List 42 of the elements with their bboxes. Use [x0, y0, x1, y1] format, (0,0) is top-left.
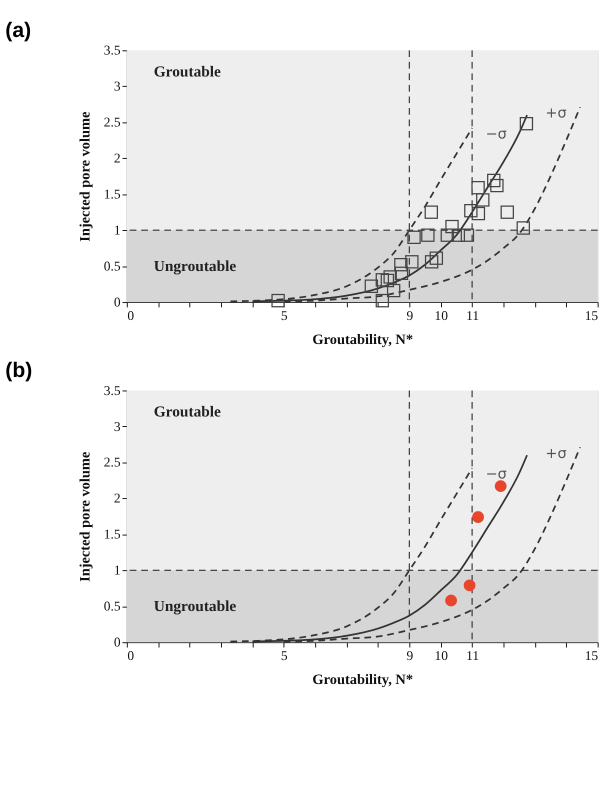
y-tick-label: 1 — [114, 222, 121, 238]
y-axis-title: Injected pore volume — [77, 451, 94, 582]
x-tick-label: 15 — [584, 308, 598, 323]
chart-title: (a) — [5, 18, 32, 42]
band-label: Ungroutable — [154, 258, 236, 275]
y-tick-label: 0.5 — [104, 598, 121, 614]
y-tick-label: 2.5 — [104, 114, 121, 130]
x-axis-title: Groutability, N* — [312, 332, 414, 348]
x-tick-label: 0 — [127, 648, 134, 663]
y-tick-label: 0 — [114, 294, 121, 310]
x-tick-label: 15 — [584, 648, 598, 663]
band-label: Groutable — [154, 403, 222, 420]
x-tick-label: 5 — [280, 308, 288, 323]
x-tick-label: 10 — [434, 308, 448, 323]
y-tick-label: 2 — [114, 150, 121, 166]
series-label: −σ — [486, 126, 507, 143]
x-axis-title: Groutability, N* — [312, 672, 414, 688]
band-label: Ungroutable — [154, 598, 236, 616]
band-label: Groutable — [154, 63, 222, 80]
series-label: +σ — [545, 106, 567, 122]
x-tick-label: 11 — [466, 648, 480, 663]
chart-title: (b) — [5, 359, 32, 382]
series-label: −σ — [486, 466, 507, 483]
y-tick-label: 1 — [114, 562, 121, 578]
y-axis-title: Injected pore volume — [77, 110, 94, 242]
x-tick-label: 9 — [406, 308, 414, 323]
series-label: +σ — [545, 446, 567, 462]
y-tick-label: 3.5 — [104, 42, 121, 58]
x-tick-label: 11 — [466, 308, 480, 323]
y-tick-label: 3 — [114, 418, 121, 434]
x-tick-label: 10 — [434, 648, 448, 663]
y-tick-label: 2 — [114, 490, 121, 506]
y-tick-label: 3 — [114, 78, 121, 94]
y-tick-label: 2.5 — [104, 454, 121, 470]
y-tick-label: 1.5 — [104, 526, 121, 542]
x-tick-label: 5 — [280, 648, 288, 663]
x-tick-label: 0 — [127, 308, 134, 323]
y-tick-label: 0 — [114, 634, 121, 650]
y-tick-label: 3.5 — [104, 382, 121, 398]
y-tick-label: 1.5 — [104, 186, 121, 202]
x-tick-label: 9 — [406, 648, 414, 663]
y-tick-label: 0.5 — [104, 258, 121, 274]
